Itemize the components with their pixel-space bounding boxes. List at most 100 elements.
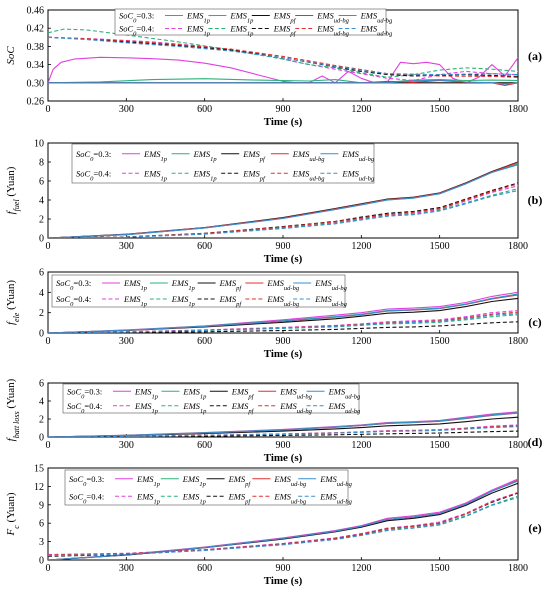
panel-label: (c) <box>528 315 541 329</box>
series-line-soc03-4 <box>48 480 518 560</box>
series-line-soc03-4 <box>48 164 518 238</box>
legend-entry-label: EMS1p <box>143 149 168 163</box>
x-tick-label: 1500 <box>430 336 450 347</box>
y-tick-label: 2 <box>39 415 44 426</box>
x-tick-label: 300 <box>119 336 134 347</box>
legend-row-label: SoC0=0.4: <box>67 401 102 415</box>
x-tick-label: 1200 <box>351 336 371 347</box>
legend-entry-label: EMS1p <box>136 474 161 488</box>
legend-entry-label: EMS1p <box>186 11 211 25</box>
series-line-soc04-1 <box>48 28 518 78</box>
panel-label: (b) <box>528 193 543 207</box>
panel-d: 0 300 600 900 1200 1500 1800 0 2 4 6 Time (s) fbatt … <box>5 378 542 464</box>
legend-row-label: SoC0=0.3: <box>76 149 111 163</box>
x-tick-label: 300 <box>119 104 134 115</box>
x-tick-label: 900 <box>276 336 291 347</box>
x-tick-label: 1500 <box>430 241 450 252</box>
legend-entry-label: EMSud-bg <box>266 294 299 308</box>
legend-entry-label: EMSpf <box>231 386 255 400</box>
y-tick-label: 0.30 <box>27 78 45 89</box>
x-axis-label: Time (s) <box>264 116 303 128</box>
x-axis-label: Time (s) <box>264 452 303 464</box>
y-tick-label: 3 <box>39 537 44 548</box>
legend-entry-label: EMSud-bg <box>341 149 374 163</box>
legend-row-label: SoC0=0.4: <box>119 24 154 38</box>
legend-box <box>71 143 375 184</box>
legend-entry-label: EMSud-bg <box>360 11 393 25</box>
legend-entry-label: EMSud-bg <box>292 149 325 163</box>
y-tick-label: 12 <box>34 482 44 493</box>
legend-entry-label: EMS1p <box>143 168 168 182</box>
panel-e: 0 300 600 900 1200 1500 1800 0 3 6 9 12 15 Time (s) Fc… <box>5 464 542 588</box>
x-axis-label: Time (s) <box>264 253 303 265</box>
panel-label: (a) <box>528 49 542 63</box>
legend-box <box>114 8 387 36</box>
x-tick-label: 900 <box>276 241 291 252</box>
y-tick-label: 2 <box>39 308 44 319</box>
y-tick-label: 9 <box>39 500 44 511</box>
series-line-soc04-2 <box>48 321 518 333</box>
legend-entry-label: EMS1p <box>136 491 161 505</box>
x-tick-label: 0 <box>46 440 51 451</box>
legend-entry-label: EMSud-bg <box>279 401 312 415</box>
y-tick-label: 0.34 <box>27 60 45 71</box>
y-tick-label: 8 <box>39 158 44 169</box>
legend-box <box>62 383 360 414</box>
series-line-soc04-4 <box>48 426 518 437</box>
panel-b: 0 300 600 900 1200 1500 1800 0 2 4 6 8 10 Time (s) ffu… <box>5 139 542 266</box>
x-tick-label: 1500 <box>430 563 450 574</box>
x-tick-label: 0 <box>46 336 51 347</box>
x-tick-label: 900 <box>276 104 291 115</box>
legend-entry-label: EMS1p <box>134 401 159 415</box>
legend-box <box>64 469 349 506</box>
x-tick-label: 900 <box>276 563 291 574</box>
series-line-soc03-4 <box>48 412 518 437</box>
series-line-soc03-0 <box>48 56 518 84</box>
legend-entry-label: EMSpf <box>219 278 243 292</box>
legend-entry-label: EMSud-bg <box>292 168 325 182</box>
x-tick-label: 1800 <box>508 336 528 347</box>
legend-entry-label: EMSpf <box>242 149 266 163</box>
legend-entry-label: EMSud-bg <box>273 491 306 505</box>
x-tick-label: 600 <box>197 440 212 451</box>
y-tick-label: 0.38 <box>27 42 45 53</box>
legend-entry-label: EMSud-bg <box>273 474 306 488</box>
series-line-soc04-4 <box>48 313 518 333</box>
legend-entry-label: EMS1p <box>182 401 207 415</box>
legend-entry-label: EMS1p <box>123 278 148 292</box>
x-tick-label: 1200 <box>351 440 371 451</box>
y-tick-label: 2 <box>39 215 44 226</box>
legend-entry-label: EMSud-bg <box>316 11 349 25</box>
legend-entry-label: EMSpf <box>242 168 266 182</box>
legend-row-label: SoC0=0.4: <box>69 491 104 505</box>
y-tick-label: 15 <box>34 464 44 475</box>
legend-entry-label: EMS1p <box>182 491 207 505</box>
y-tick-label: 0.46 <box>27 6 45 17</box>
legend-entry-label: EMS1p <box>193 168 218 182</box>
y-tick-label: 10 <box>34 139 44 150</box>
legend-entry-label: EMS1p <box>182 386 207 400</box>
series-group <box>48 28 518 87</box>
legend-entry-label: EMS1p <box>229 24 254 38</box>
legend-row-label: SoC0=0.4: <box>76 168 111 182</box>
legend-entry-label: EMSud-bg <box>266 278 299 292</box>
legend-entry-label: EMSpf <box>228 474 252 488</box>
y-axis-label: fele (Yuan) <box>5 280 21 325</box>
x-tick-label: 600 <box>197 336 212 347</box>
series-group <box>48 291 518 333</box>
legend-entry-label: EMS1p <box>123 294 148 308</box>
legend-entry-label: EMSud-bg <box>279 386 312 400</box>
series-group <box>48 411 518 437</box>
legend-entry-label: EMS1p <box>186 24 211 38</box>
x-tick-label: 300 <box>119 440 134 451</box>
y-axis-label: fbatt loss (Yuan) <box>5 378 21 441</box>
panel-a: 0 300 600 900 1200 1500 1800 0.26 0.30 0.34 0.38 0.… <box>5 6 542 129</box>
x-tick-label: 1800 <box>508 440 528 451</box>
legend-entry-label: EMSpf <box>228 491 252 505</box>
legend-row-label: SoC0=0.3: <box>56 278 91 292</box>
y-tick-label: 6 <box>39 177 44 188</box>
legend-entry-label: EMS1p <box>182 474 207 488</box>
x-tick-label: 1800 <box>508 563 528 574</box>
y-axis-label: SoC <box>5 46 17 65</box>
